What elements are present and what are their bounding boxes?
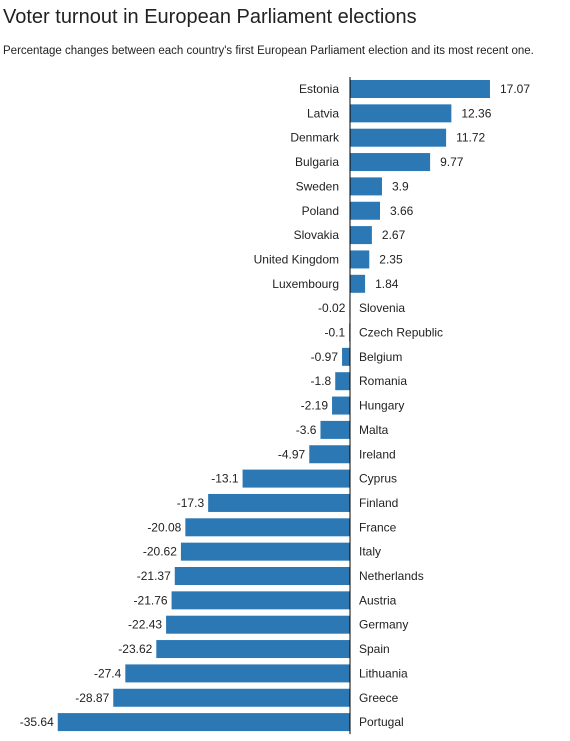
value-label-belgium: -0.97	[311, 350, 339, 364]
value-label-greece: -28.87	[75, 691, 109, 705]
bar-malta	[320, 420, 350, 439]
bar-hungary	[332, 396, 350, 415]
category-label-bulgaria: Bulgaria	[295, 155, 339, 169]
value-label-estonia: 17.07	[500, 82, 530, 96]
bar-latvia	[350, 104, 452, 123]
bar-slovakia	[350, 226, 372, 245]
value-label-slovenia: -0.02	[318, 301, 346, 315]
category-label-greece: Greece	[359, 691, 399, 705]
value-label-germany: -22.43	[128, 618, 162, 632]
bar-portugal	[57, 713, 350, 732]
value-label-cyprus: -13.1	[211, 472, 239, 486]
value-label-spain: -23.62	[118, 642, 152, 656]
bar-belgium	[342, 347, 350, 366]
category-label-italy: Italy	[359, 545, 381, 559]
category-label-malta: Malta	[359, 423, 389, 437]
value-label-latvia: 12.36	[461, 106, 491, 120]
category-label-united-kingdom: United Kingdom	[254, 252, 339, 266]
bar-spain	[156, 640, 350, 659]
category-label-slovenia: Slovenia	[359, 301, 405, 315]
category-label-portugal: Portugal	[359, 715, 404, 729]
value-label-slovakia: 2.67	[382, 228, 406, 242]
value-label-poland: 3.66	[390, 204, 414, 218]
category-label-france: France	[359, 520, 397, 534]
bar-austria	[171, 591, 350, 610]
value-label-denmark: 11.72	[456, 131, 485, 145]
bar-france	[185, 518, 350, 537]
value-label-bulgaria: 9.77	[440, 155, 464, 169]
bar-finland	[208, 493, 350, 512]
category-label-slovakia: Slovakia	[294, 228, 340, 242]
category-label-austria: Austria	[359, 593, 397, 607]
category-label-spain: Spain	[359, 642, 390, 656]
value-label-sweden: 3.9	[392, 179, 409, 193]
bar-romania	[335, 372, 350, 391]
category-label-sweden: Sweden	[296, 179, 339, 193]
bar-greece	[113, 688, 351, 707]
category-label-cyprus: Cyprus	[359, 472, 397, 486]
category-label-germany: Germany	[359, 618, 408, 632]
value-label-finland: -17.3	[177, 496, 205, 510]
bar-cyprus	[242, 469, 350, 488]
value-label-netherlands: -21.37	[137, 569, 171, 583]
category-label-latvia: Latvia	[307, 106, 339, 120]
value-label-luxembourg: 1.84	[375, 277, 399, 291]
value-label-italy: -20.62	[143, 545, 177, 559]
value-label-portugal: -35.64	[20, 715, 54, 729]
value-label-czech-republic: -0.1	[324, 326, 345, 340]
category-label-denmark: Denmark	[290, 131, 340, 145]
category-label-hungary: Hungary	[359, 399, 404, 413]
value-label-ireland: -4.97	[278, 447, 306, 461]
bar-italy	[180, 542, 350, 561]
value-label-lithuania: -27.4	[94, 666, 122, 680]
category-label-luxembourg: Luxembourg	[272, 277, 339, 291]
category-label-romania: Romania	[359, 374, 407, 388]
bar-sweden	[350, 177, 382, 196]
bar-germany	[166, 615, 350, 634]
category-label-ireland: Ireland	[359, 447, 396, 461]
bar-bulgaria	[350, 153, 431, 172]
value-label-austria: -21.76	[134, 593, 168, 607]
bar-poland	[350, 201, 381, 220]
bar-denmark	[350, 128, 447, 147]
category-label-netherlands: Netherlands	[359, 569, 424, 583]
category-label-finland: Finland	[359, 496, 398, 510]
bar-lithuania	[125, 664, 350, 683]
bar-ireland	[309, 445, 350, 464]
value-label-malta: -3.6	[296, 423, 317, 437]
chart-title: Voter turnout in European Parliament ele…	[3, 6, 417, 28]
bar-netherlands	[174, 567, 350, 585]
bar-estonia	[350, 80, 490, 98]
bar-luxembourg	[350, 274, 366, 293]
value-label-united-kingdom: 2.35	[379, 252, 403, 266]
value-label-france: -20.08	[147, 520, 181, 534]
value-label-hungary: -2.19	[301, 399, 329, 413]
category-label-estonia: Estonia	[299, 82, 339, 96]
bar-united-kingdom	[350, 250, 370, 269]
value-label-romania: -1.8	[311, 374, 332, 388]
chart-subtitle: Percentage changes between each country'…	[3, 45, 534, 57]
category-label-czech-republic: Czech Republic	[359, 326, 443, 340]
category-label-belgium: Belgium	[359, 350, 402, 364]
category-label-poland: Poland	[302, 204, 339, 218]
category-label-lithuania: Lithuania	[359, 666, 408, 680]
